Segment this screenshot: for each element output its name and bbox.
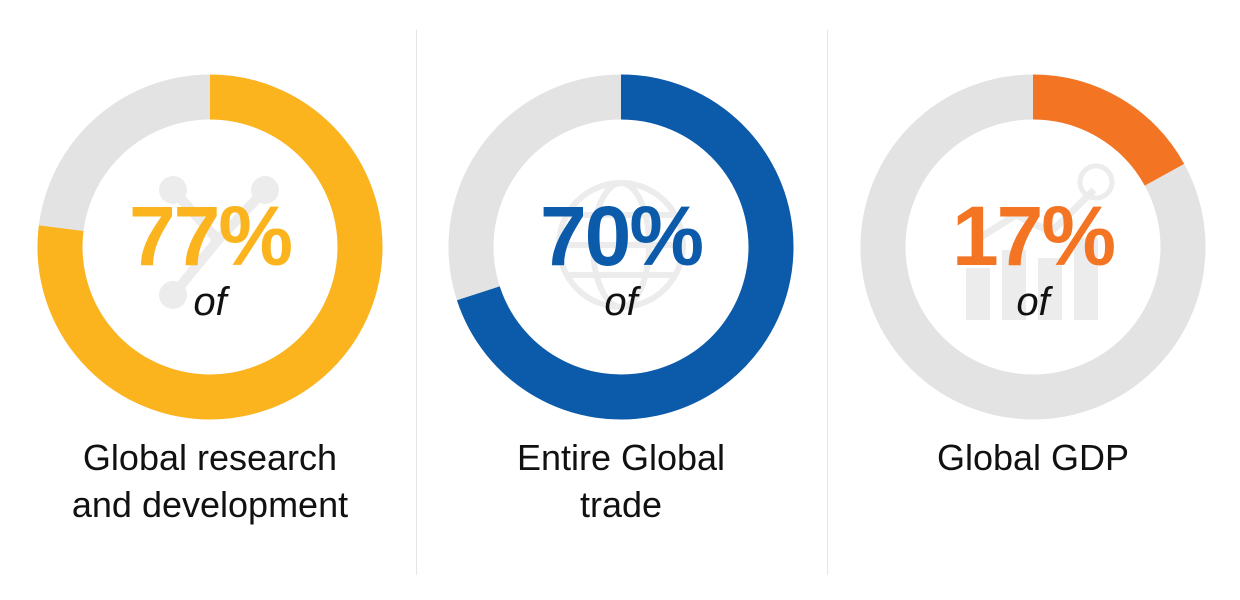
stat-panel-research: 77% of Global research and development: [3, 0, 416, 600]
of-label: of: [193, 280, 230, 324]
caption-line-1: Global research: [83, 437, 337, 478]
percent-value: 17%: [952, 189, 1114, 283]
of-label: of: [1016, 280, 1053, 324]
caption-line-1: Entire Global: [517, 437, 725, 478]
globe-icon: [556, 180, 686, 310]
caption-line-2: and development: [72, 484, 348, 525]
donut-arc-gdp: [1032, 74, 1185, 187]
percent-value: 77%: [129, 189, 291, 283]
donut-arc-research: [37, 74, 383, 420]
stat-panel-trade: 70% of Entire Global trade: [414, 0, 827, 600]
growth-chart-icon: [966, 163, 1115, 320]
percent-value: 70%: [540, 189, 702, 283]
of-label: of: [604, 280, 641, 324]
caption-line-2: trade: [580, 484, 662, 525]
caption-line-1: Global GDP: [937, 437, 1129, 478]
molecule-icon: [159, 176, 279, 309]
donut-arc-trade: [456, 74, 794, 420]
divider: [416, 30, 417, 575]
stat-panel-gdp: 17% of Global GDP: [826, 0, 1239, 600]
donut-chart-trade: 70% of Entire Global trade: [448, 74, 794, 525]
donut-chart-research: 77% of Global research and development: [37, 74, 383, 525]
divider: [827, 30, 828, 575]
donut-chart-gdp: 17% of Global GDP: [860, 74, 1206, 478]
